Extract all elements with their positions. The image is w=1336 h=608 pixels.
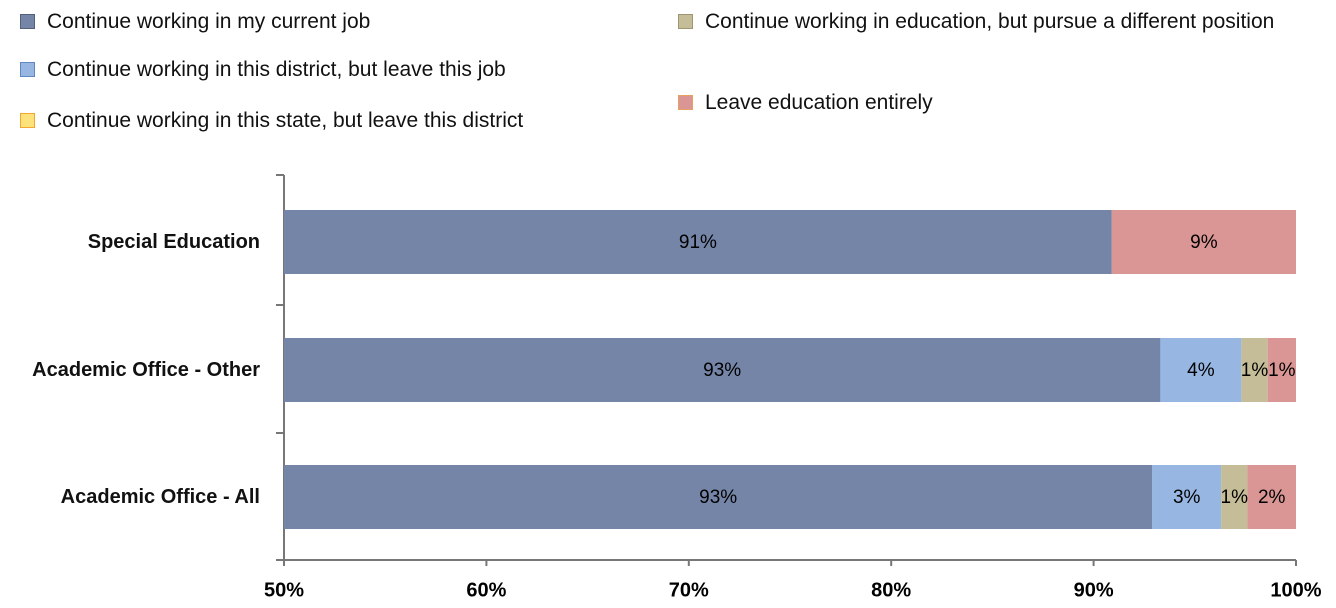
legend-label: Continue working in my current job — [47, 10, 371, 33]
x-tick-label: 80% — [871, 579, 911, 601]
x-tick-label: 100% — [1270, 579, 1321, 601]
legend-label: Continue working in education, but pursu… — [705, 10, 1275, 33]
bar-segment — [1152, 465, 1222, 529]
x-tick-label: 70% — [669, 579, 709, 601]
data-label: 91% — [679, 232, 717, 253]
bar-segment — [1111, 210, 1296, 274]
x-tick-label: 60% — [466, 579, 506, 601]
legend-label: Continue working in this state, but leav… — [47, 109, 524, 132]
legend-swatch — [20, 113, 35, 128]
y-tick-label: Special Education — [87, 231, 260, 253]
data-label: 93% — [699, 487, 737, 508]
legend-item: Continue working in my current job — [20, 3, 580, 41]
legend-item: Continue working in this district, but l… — [20, 51, 580, 89]
bar-segment — [1221, 465, 1248, 529]
legend-swatch — [678, 95, 693, 110]
bars — [284, 210, 1296, 529]
x-tick-label: 90% — [1074, 579, 1114, 601]
legend-item: Leave education entirely — [678, 84, 1278, 122]
data-label: 1% — [1221, 487, 1249, 508]
legend-swatch — [20, 14, 35, 29]
data-label: 1% — [1241, 360, 1269, 381]
data-label: 3% — [1173, 487, 1201, 508]
bar-segment — [1241, 338, 1268, 402]
legend-item: Continue working in education, but pursu… — [678, 3, 1318, 41]
bar-segment — [284, 465, 1153, 529]
bar-segment — [1247, 465, 1296, 529]
legend-item: Continue working in this state, but leav… — [20, 102, 620, 140]
data-label: 1% — [1268, 360, 1296, 381]
y-tick-label: Academic Office - All — [60, 486, 260, 508]
y-tick-label: Academic Office - Other — [32, 359, 260, 381]
data-label: 93% — [703, 360, 741, 381]
data-label: 2% — [1258, 487, 1286, 508]
bar-segment — [284, 338, 1161, 402]
data-label: 4% — [1187, 360, 1215, 381]
bar-segment — [1160, 338, 1242, 402]
data-label: 9% — [1190, 232, 1218, 253]
legend-swatch — [678, 14, 693, 29]
bar-segment — [284, 210, 1112, 274]
legend-label: Leave education entirely — [705, 91, 933, 114]
x-tick-label: 50% — [264, 579, 304, 601]
legend-swatch — [20, 62, 35, 77]
legend: Continue working in my current job Contin… — [0, 0, 1336, 150]
legend-label: Continue working in this district, but l… — [47, 58, 506, 81]
bar-segment — [1267, 338, 1296, 402]
